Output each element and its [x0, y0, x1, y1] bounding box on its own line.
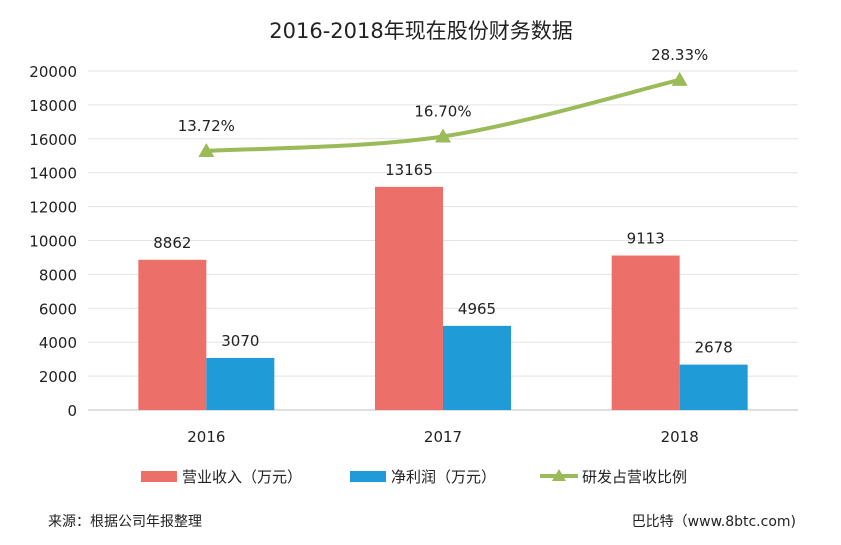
y-tick-label: 6000: [39, 300, 77, 318]
bar-2018: [679, 364, 748, 410]
data-label: 13.72%: [178, 117, 235, 135]
triangle-icon: [552, 469, 566, 481]
source-note: 来源：根据公司年报整理: [48, 514, 202, 530]
legend-label: 净利润（万元）: [391, 468, 496, 486]
bar-2018: [611, 255, 680, 410]
bars: 8862 3070 13165 4965 9113 2678: [138, 161, 748, 410]
data-label: 3070: [221, 332, 259, 350]
y-tick-label: 16000: [29, 131, 77, 149]
y-tick-label: 10000: [29, 233, 77, 251]
data-label: 28.33%: [651, 46, 708, 64]
triangle-marker: [198, 143, 215, 157]
bar-2016: [206, 357, 275, 410]
y-tick-label: 12000: [29, 199, 77, 217]
legend: 营业收入（万元） 净利润（万元） 研发占营收比例: [141, 468, 687, 486]
data-label: 8862: [153, 234, 191, 252]
credit-note: 巴比特（www.8btc.com): [632, 514, 796, 530]
bar-2017: [443, 325, 511, 410]
legend-label: 营业收入（万元）: [182, 468, 302, 486]
y-tick-label: 2000: [39, 368, 77, 386]
y-tick-label: 8000: [39, 266, 77, 284]
y-tick-label: 0: [67, 402, 77, 420]
legend-swatch: [141, 471, 177, 482]
y-tick-label: 14000: [29, 165, 77, 183]
y-tick-label: 4000: [39, 334, 77, 352]
data-label: 16.70%: [414, 102, 471, 120]
data-label: 13165: [385, 161, 433, 179]
x-tick-label: 2018: [661, 428, 699, 446]
bar-2017: [375, 186, 443, 410]
triangle-marker: [671, 71, 688, 86]
line-series: 13.72% 16.70% 28.33%: [178, 46, 708, 157]
legend-label: 研发占营收比例: [582, 468, 687, 486]
y-axis-ticks: 0 2000 4000 6000 8000 10000 12000 14000 16000 180…: [29, 63, 77, 420]
data-label: 4965: [458, 300, 496, 318]
x-tick-label: 2016: [187, 428, 225, 446]
chart-title: 2016-2018年现在股份财务数据: [269, 19, 572, 43]
legend-swatch: [350, 471, 386, 482]
x-tick-label: 2017: [424, 428, 462, 446]
x-axis-ticks: 2016 2017 2018: [187, 428, 699, 446]
bar-2016: [138, 259, 207, 410]
triangle-marker: [435, 128, 451, 143]
y-tick-label: 20000: [29, 63, 77, 81]
data-label: 2678: [695, 339, 733, 357]
y-tick-label: 18000: [29, 97, 77, 115]
data-label: 9113: [627, 230, 665, 248]
